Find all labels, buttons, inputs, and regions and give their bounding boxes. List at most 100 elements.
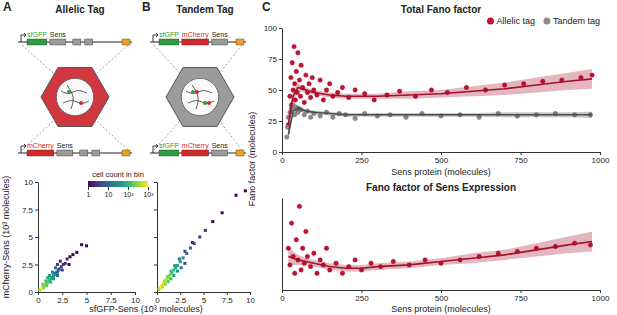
- y-axis: 0255075100: [264, 24, 283, 157]
- tick-label: 7.5: [222, 296, 234, 305]
- tick-label: 500: [435, 156, 449, 165]
- tick-mark: [108, 187, 109, 190]
- point: [41, 283, 44, 286]
- fano-panel: 02505007501000Fano factor of Sens Expres…: [280, 182, 610, 314]
- tick-label: 0: [280, 156, 285, 165]
- promoter: [153, 33, 158, 42]
- point: [75, 251, 78, 254]
- construct-label: Sens: [212, 31, 228, 38]
- tick: 1000: [592, 290, 610, 303]
- points: [285, 44, 595, 139]
- axis-line: [38, 183, 39, 293]
- tick-mark: [88, 187, 89, 190]
- panel-label: A: [3, 0, 12, 14]
- point: [302, 113, 306, 117]
- point: [328, 82, 332, 86]
- point: [296, 51, 300, 55]
- tick-mark: [521, 152, 522, 155]
- tag-box: [182, 39, 209, 45]
- tick-mark: [279, 59, 282, 60]
- tick-mark: [250, 292, 251, 295]
- point: [169, 277, 172, 280]
- cell: [166, 68, 234, 127]
- tag-box: [50, 39, 66, 45]
- tick: 5: [202, 292, 207, 305]
- tick-label: 10: [246, 296, 255, 305]
- figure: AAllelic TagsfGFPSensmCherrySens02.557.5…: [0, 0, 617, 315]
- tick: 7.5: [222, 292, 234, 305]
- exon: [92, 150, 100, 156]
- tick-label: 5: [202, 296, 207, 305]
- tick: 500: [435, 152, 449, 165]
- point: [315, 271, 319, 275]
- legend-label: Allelic tag: [496, 16, 535, 26]
- tag-box: [159, 150, 179, 156]
- point: [293, 82, 297, 86]
- confidence-band: [288, 69, 592, 135]
- point: [235, 194, 238, 197]
- y-axis: [154, 183, 158, 293]
- point: [289, 75, 293, 79]
- point: [353, 258, 357, 262]
- tick-label: 10²: [123, 191, 134, 198]
- diagram: sfGFPmCherrySenssfGFPmCherrySens: [150, 31, 246, 156]
- utr: [236, 150, 244, 156]
- colorbar-ramp: [88, 181, 148, 187]
- x-axis: 02.557.510: [155, 292, 255, 305]
- fit-line: [288, 79, 592, 125]
- point: [318, 78, 322, 82]
- tick: 5: [85, 292, 90, 305]
- chromosome: [61, 91, 87, 94]
- point: [161, 286, 164, 289]
- point: [305, 254, 309, 258]
- tick-mark: [279, 121, 282, 122]
- point: [300, 246, 304, 250]
- point: [52, 277, 55, 280]
- marks: [286, 204, 593, 275]
- tick-label: 0: [273, 148, 278, 157]
- point: [80, 243, 83, 246]
- tick-mark: [35, 237, 38, 238]
- tick: 100: [264, 24, 282, 33]
- construct-label: sfGFP: [159, 31, 179, 38]
- point: [68, 263, 71, 266]
- construct-label: sfGFP: [159, 142, 179, 149]
- point: [324, 246, 328, 250]
- point: [179, 260, 182, 263]
- tick: 0: [155, 292, 160, 305]
- point: [183, 250, 186, 253]
- tick-mark: [154, 292, 157, 293]
- tick-label: 0: [29, 288, 34, 297]
- point: [176, 270, 179, 273]
- point: [54, 266, 57, 269]
- tick-mark: [154, 210, 157, 211]
- point: [307, 82, 311, 86]
- bands: [288, 231, 592, 271]
- point: [340, 85, 344, 89]
- x-axis: 02505007501000: [280, 152, 610, 165]
- tick-mark: [600, 290, 601, 293]
- marks: [157, 189, 246, 290]
- point: [173, 264, 176, 267]
- tick-label: 50: [268, 86, 277, 95]
- construct-label: Sens: [50, 31, 66, 38]
- tag-box: [212, 39, 228, 45]
- tick-mark: [62, 292, 63, 295]
- tick-label: 10³: [143, 191, 154, 198]
- header: BTandem Tag: [142, 0, 234, 15]
- tick-mark: [154, 182, 157, 183]
- tick: 2.5: [57, 292, 69, 305]
- chart-title: Total Fano factor: [401, 4, 481, 15]
- header: AAllelic Tag: [3, 0, 105, 15]
- point: [290, 61, 294, 65]
- fit-line: [288, 109, 592, 135]
- point: [166, 275, 169, 278]
- legend-marker: [487, 18, 494, 25]
- point: [42, 286, 45, 289]
- point: [294, 69, 298, 73]
- tick: 1: [87, 187, 91, 198]
- tick-mark: [180, 292, 181, 295]
- tick-label: 10: [24, 178, 33, 187]
- locus: [79, 101, 83, 105]
- lines: [288, 241, 592, 268]
